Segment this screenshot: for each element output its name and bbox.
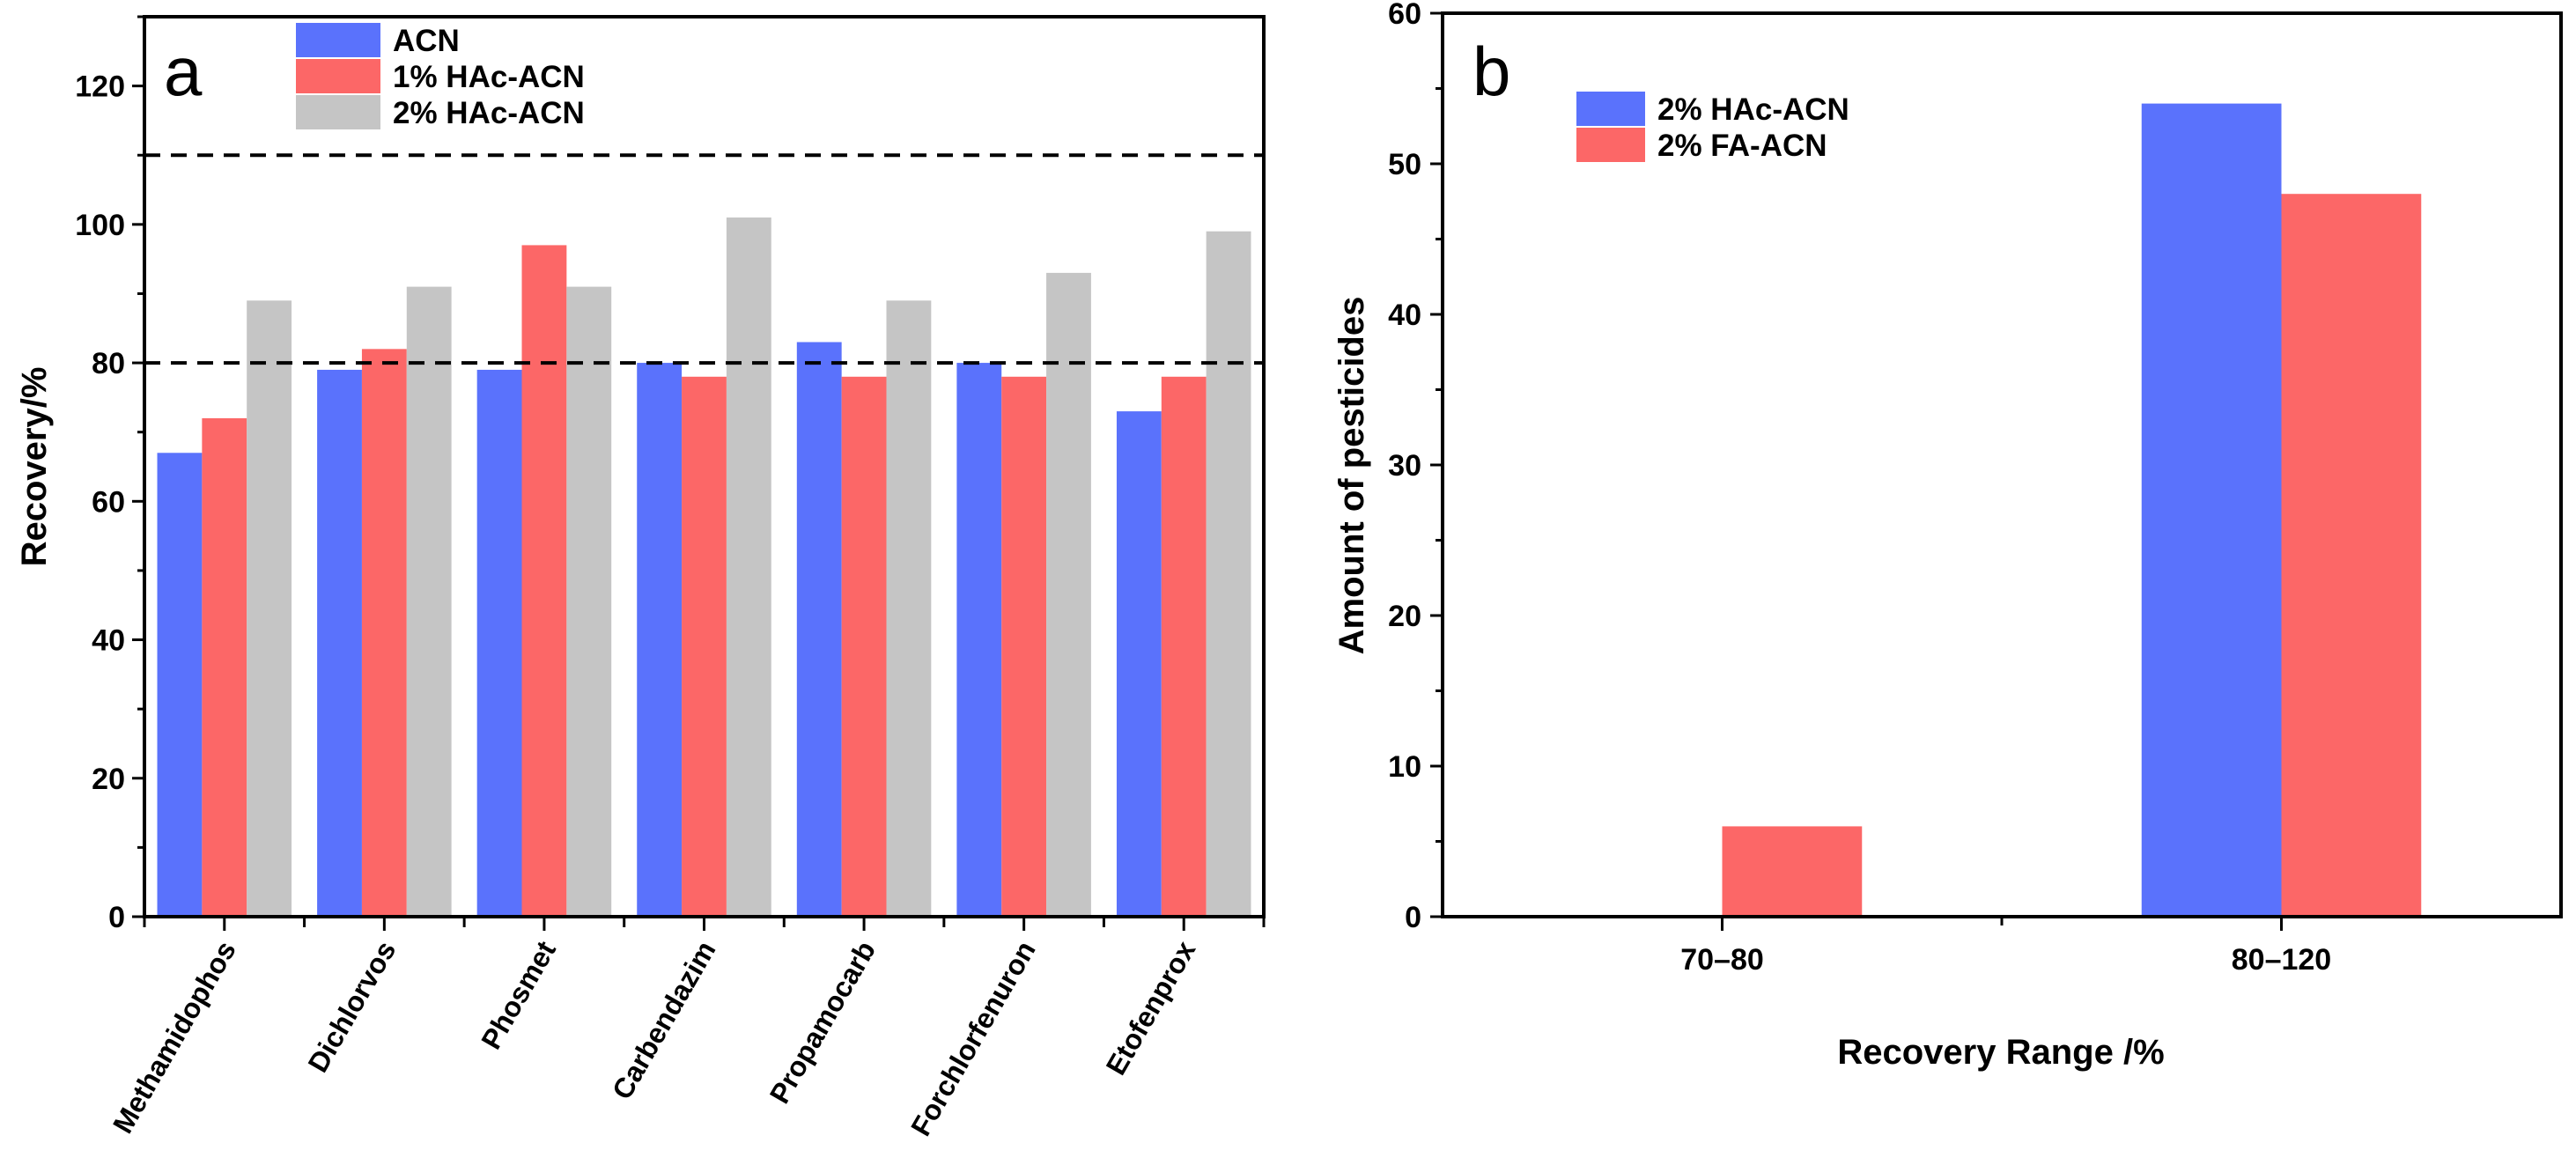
bar-2-hac-acn-phosmet [566,286,612,918]
y-tick-label: 40 [92,624,125,658]
bar-2-hac-acn-forchlorfenuron [1046,272,1091,917]
chart-b: 0 10 20 30 40 50 60 70–80 80–120 b Amount of pe… [1332,0,2563,1072]
x-tick-label: Dichlorvos [302,936,402,1078]
bar-1-hac-acn-etofenprox [1161,376,1207,917]
bar-acn-forchlorfenuron [956,363,1002,918]
chart-a-y-axis-title: Recovery/% [15,367,54,567]
bar-2-fa-acn-1 [2281,194,2422,917]
chart-b-y-axis-title: Amount of pesticides [1332,297,1371,655]
y-tick-label: 10 [1388,750,1421,784]
y-tick-label: 30 [1388,449,1421,483]
y-tick-label: 20 [1388,600,1421,633]
chart-b-x-axis-title: Recovery Range /% [1837,1033,2164,1072]
bar-2-hac-acn-carbendazim [726,217,771,917]
bar-2-hac-acn-propamocarb [886,300,932,917]
x-tick-label: Etofenprox [1100,935,1202,1080]
bar-1-hac-acn-forchlorfenuron [1001,376,1047,917]
legend-label: 2% FA-ACN [1657,129,1827,163]
bar-1-hac-acn-phosmet [521,245,567,917]
x-tick-label: Carbendazim [606,936,722,1105]
bar-acn-dichlorvos [317,369,362,917]
chart-a-reference-lines [144,153,1264,365]
bar-1-hac-acn-propamocarb [841,376,887,917]
x-tick-label: Methamidophos [107,936,242,1139]
y-tick-label: 100 [75,209,125,242]
bar-acn-phosmet [476,369,522,917]
chart-a: 0 20 40 60 80 100 120 Methamidophos Dichlorvos P… [15,15,1266,1142]
chart-a-x-ticks: Methamidophos Dichlorvos Phosmet Carbendazi… [107,917,1266,1142]
x-tick-label: Forchlorfenuron [904,936,1042,1142]
x-tick-label: 70–80 [1680,943,1764,977]
chart-a-panel-label: a [164,33,203,110]
bar-2-hac-acn-methamidophos [247,300,292,917]
x-tick-label: Propamocarb [764,936,882,1110]
legend-swatch [296,59,380,93]
legend-swatch [296,95,380,129]
legend-swatch [1576,92,1645,126]
bar-1-hac-acn-dichlorvos [361,349,407,917]
chart-b-y-ticks: 0 10 20 30 40 50 60 [1388,0,1443,934]
y-tick-label: 40 [1388,299,1421,332]
y-tick-label: 120 [75,70,125,104]
x-tick-label: Phosmet [475,935,562,1054]
y-tick-label: 80 [92,347,125,380]
legend-label: 2% HAc-ACN [393,96,585,130]
x-tick-label: 80–120 [2232,943,2331,977]
bar-acn-propamocarb [796,342,842,917]
y-tick-label: 50 [1388,148,1421,181]
legend-label: 1% HAc-ACN [393,60,585,94]
bar-acn-methamidophos [157,453,203,917]
bar-2-hac-acn-dichlorvos [406,286,452,918]
bar-2-fa-acn-0 [1722,826,1863,917]
chart-b-bars [1722,103,2422,918]
y-tick-label: 20 [92,763,125,796]
legend-label: 2% HAc-ACN [1657,92,1849,127]
bar-2-hac-acn-1 [2141,103,2282,918]
y-tick-label: 0 [108,901,125,934]
bar-acn-carbendazim [637,363,683,918]
chart-a-y-ticks: 0 20 40 60 80 100 120 [75,15,144,934]
bar-1-hac-acn-carbendazim [682,376,727,917]
bar-1-hac-acn-methamidophos [202,417,247,917]
y-tick-label: 60 [92,485,125,519]
chart-b-x-ticks: 70–80 80–120 [1680,917,2331,977]
chart-a-bars [157,217,1251,918]
y-tick-label: 60 [1388,0,1421,31]
legend-swatch [296,23,380,57]
legend-label: ACN [393,24,460,58]
chart-b-panel-label: b [1473,33,1510,110]
bar-2-hac-acn-etofenprox [1206,231,1251,917]
y-tick-label: 0 [1405,901,1421,934]
legend-swatch [1576,128,1645,162]
bar-acn-etofenprox [1116,411,1162,918]
